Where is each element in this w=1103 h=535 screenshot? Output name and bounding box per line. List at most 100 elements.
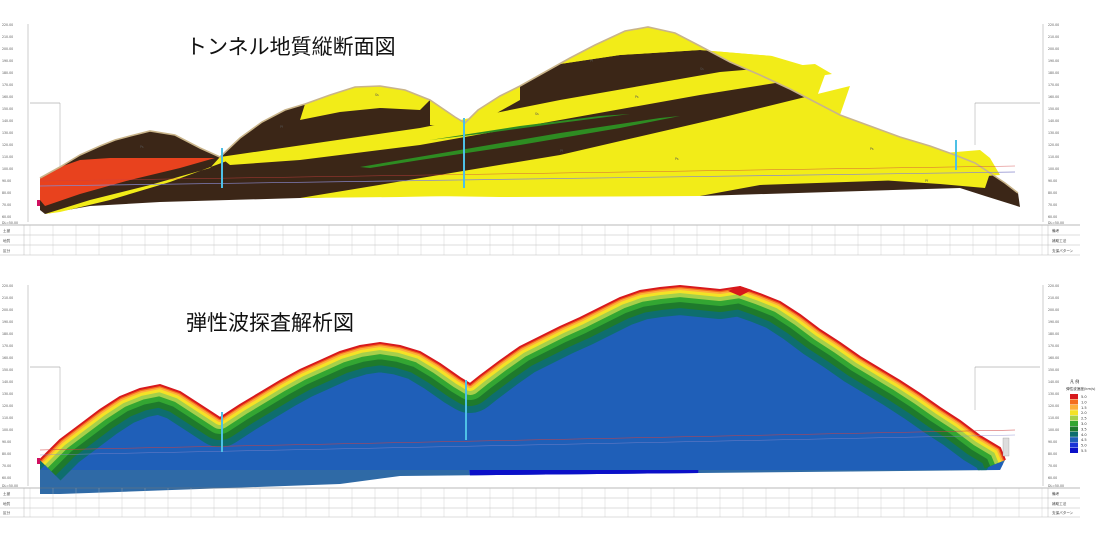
scale-label: 60.00 bbox=[1048, 476, 1057, 480]
layer-label: Ps bbox=[870, 147, 874, 151]
scale-label: 130.00 bbox=[1048, 131, 1059, 135]
band-label: 補助工法 bbox=[1052, 501, 1067, 506]
band-label: 支保パターン bbox=[1052, 248, 1074, 253]
borehole bbox=[221, 412, 223, 452]
band-label: 地質 bbox=[3, 238, 11, 243]
scale-label: 110.00 bbox=[2, 155, 13, 159]
scale-label: 80.00 bbox=[1048, 452, 1057, 456]
layer-label: Pf bbox=[280, 125, 284, 129]
scale-label: 90.00 bbox=[2, 179, 11, 183]
scale-label: 110.00 bbox=[2, 416, 13, 420]
red-zone bbox=[40, 158, 215, 206]
legend-swatch bbox=[1070, 399, 1078, 405]
elevation-scale-left: 220.00 210.00 200.00 190.00 180.00 170.0… bbox=[2, 23, 29, 225]
scale-label: 220.00 bbox=[1048, 23, 1059, 27]
band-label: 土被 bbox=[3, 228, 11, 233]
yellow-layer-lower bbox=[430, 150, 1000, 197]
legend-label: 3.0 bbox=[1081, 422, 1087, 426]
legend-swatch bbox=[1070, 437, 1078, 443]
legend-swatch bbox=[1070, 415, 1078, 421]
layer-label: Pf bbox=[560, 149, 564, 153]
datum-label: DL=50.00 bbox=[1048, 484, 1064, 488]
scale-label: 170.00 bbox=[2, 344, 13, 348]
scale-label: 140.00 bbox=[1048, 119, 1059, 123]
scale-label: 80.00 bbox=[2, 452, 11, 456]
legend-label: 2.0 bbox=[1081, 411, 1087, 415]
scale-label: 100.00 bbox=[2, 428, 13, 432]
scale-label: 180.00 bbox=[1048, 332, 1059, 336]
tunnel-alignment bbox=[39, 171, 1016, 187]
scale-label: 190.00 bbox=[2, 320, 13, 324]
portal-marker bbox=[37, 200, 40, 206]
scale-label: 130.00 bbox=[1048, 392, 1059, 396]
legend-label: 1.5 bbox=[1081, 406, 1087, 410]
band-label: 備考 bbox=[1052, 491, 1060, 496]
portal-marker bbox=[37, 458, 40, 464]
scale-label: 130.00 bbox=[2, 392, 13, 396]
scale-label: 90.00 bbox=[2, 440, 11, 444]
borehole bbox=[955, 140, 957, 170]
scale-label: 220.00 bbox=[1048, 284, 1059, 288]
borehole bbox=[221, 148, 223, 188]
yellow-summit-cap bbox=[560, 27, 772, 75]
scale-label: 110.00 bbox=[1048, 416, 1059, 420]
legend-subtitle: 弾性波速度(km/s) bbox=[1066, 386, 1096, 391]
legend-title: 凡 例 bbox=[1070, 378, 1079, 384]
legend-swatch bbox=[1070, 426, 1078, 432]
layer-label: Pf bbox=[590, 59, 594, 63]
scale-label: 170.00 bbox=[2, 83, 13, 87]
layer-label: Ps bbox=[635, 95, 639, 99]
scale-label: 110.00 bbox=[1048, 155, 1059, 159]
band-label: 地質 bbox=[3, 501, 11, 506]
scale-label: 210.00 bbox=[1048, 35, 1059, 39]
layer-label: Pf bbox=[925, 179, 929, 183]
scale-label: 200.00 bbox=[2, 308, 13, 312]
legend-swatch bbox=[1070, 448, 1078, 453]
scale-label: 150.00 bbox=[2, 368, 13, 372]
scale-label: 70.00 bbox=[2, 203, 11, 207]
seismic-ground-surface bbox=[39, 284, 1006, 461]
legend-label: 5.0 bbox=[1081, 395, 1087, 399]
layer-label: Ps bbox=[140, 145, 144, 149]
scale-label: 150.00 bbox=[1048, 107, 1059, 111]
scale-label: 60.00 bbox=[2, 215, 11, 219]
geologic-section-title: トンネル地質縦断面図 bbox=[186, 35, 396, 59]
velocity-legend: 凡 例 弾性波速度(km/s) 5.01.01.52.02.53.03.54.0… bbox=[1066, 378, 1096, 453]
yellow-saddle bbox=[430, 86, 520, 128]
scale-label: 100.00 bbox=[1048, 167, 1059, 171]
scale-label: 150.00 bbox=[2, 107, 13, 111]
band-label: 備考 bbox=[1052, 228, 1060, 233]
scale-label: 160.00 bbox=[2, 95, 13, 99]
ground-surface bbox=[39, 26, 1019, 194]
scale-label: 60.00 bbox=[1048, 215, 1057, 219]
borehole bbox=[465, 380, 467, 440]
seismic-section: 220.00 210.00 200.00 190.00 180.00 170.0… bbox=[0, 284, 1096, 518]
data-band-bottom: 土被 地質 区分 備考 補助工法 支保パターン bbox=[0, 487, 1080, 518]
elevation-scale-right-bottom: 220.00 210.00 200.00 190.00 180.00 170.0… bbox=[1042, 284, 1064, 488]
legend-label: 4.0 bbox=[1081, 433, 1087, 437]
layer-label: Ss bbox=[375, 93, 379, 97]
scale-label: 200.00 bbox=[1048, 47, 1059, 51]
scale-label: 70.00 bbox=[2, 464, 11, 468]
green-layer-1 bbox=[360, 116, 680, 168]
legend-swatch bbox=[1070, 431, 1078, 437]
scale-label: 190.00 bbox=[1048, 59, 1059, 63]
yellow-layer-upper-band bbox=[220, 64, 832, 165]
data-band-top: 土被 地質 区分 備考 補助工法 支保パターン bbox=[0, 224, 1080, 256]
legend-label: 4.5 bbox=[1081, 438, 1087, 442]
scale-label: 70.00 bbox=[1048, 464, 1057, 468]
scale-label: 90.00 bbox=[1048, 179, 1057, 183]
scale-label: 90.00 bbox=[1048, 440, 1057, 444]
band-label: 区分 bbox=[3, 510, 11, 515]
scale-label: 210.00 bbox=[2, 35, 13, 39]
scale-label: 180.00 bbox=[2, 332, 13, 336]
scale-label: 170.00 bbox=[1048, 83, 1059, 87]
band-label: 区分 bbox=[3, 248, 11, 253]
scale-label: 80.00 bbox=[2, 191, 11, 195]
scale-label: 150.00 bbox=[1048, 368, 1059, 372]
legend-label: 3.5 bbox=[1081, 427, 1087, 431]
band-label: 支保パターン bbox=[1052, 510, 1074, 515]
legend-swatch bbox=[1070, 404, 1078, 410]
datum-label: DL=50.00 bbox=[1048, 221, 1064, 225]
